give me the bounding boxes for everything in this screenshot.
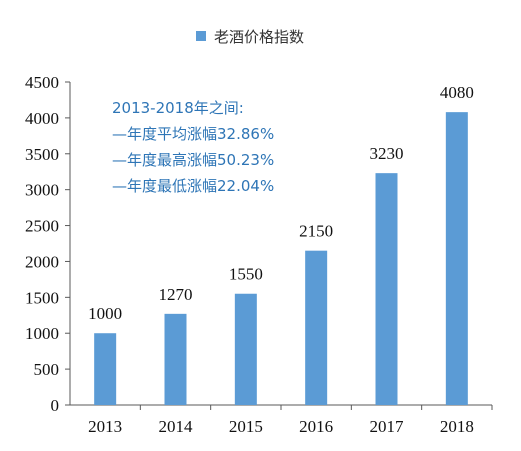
x-tick-label-2017: 2017 <box>370 417 405 436</box>
x-tick-label-2014: 2014 <box>159 417 194 436</box>
bar-2014 <box>164 313 187 405</box>
x-axis-ticks: 2013 2014 2015 2016 2017 2018 <box>88 405 493 436</box>
data-label-2013: 1000 <box>88 304 122 323</box>
bar-2013 <box>94 333 117 405</box>
data-label-2017: 3230 <box>370 144 404 163</box>
y-tick-label: 3500 <box>25 145 59 164</box>
y-tick-label: 4000 <box>25 109 59 128</box>
bar-2017 <box>375 173 398 405</box>
bar-2015 <box>234 293 257 405</box>
annotation-line: 2013-2018年之间: <box>112 99 244 117</box>
annotation-line: —年度最低涨幅22.04% <box>112 177 275 195</box>
chart-legend: 老酒价格指数 <box>196 26 304 46</box>
y-tick-label: 2500 <box>25 217 59 236</box>
data-label-2015: 1550 <box>229 265 263 284</box>
y-tick-label: 500 <box>34 360 60 379</box>
legend-swatch <box>196 31 206 41</box>
annotation-line: —年度平均涨幅32.86% <box>112 125 275 143</box>
y-tick-label: 3000 <box>25 181 59 200</box>
y-tick-label: 1000 <box>25 324 59 343</box>
y-axis-ticks: 0 500 1000 1500 2000 2500 3000 3500 4000 4500 <box>25 73 70 415</box>
x-tick-label-2016: 2016 <box>299 417 333 436</box>
x-tick-label-2013: 2013 <box>88 417 122 436</box>
chart-data-labels: 1000 1270 1550 2150 3230 4080 <box>88 83 474 323</box>
data-label-2014: 1270 <box>159 285 193 304</box>
bar-2016 <box>305 250 328 405</box>
data-label-2016: 2150 <box>299 222 333 241</box>
chart-bars <box>94 112 468 405</box>
x-tick-label-2018: 2018 <box>440 417 474 436</box>
legend-label: 老酒价格指数 <box>214 27 305 46</box>
y-tick-label: 4500 <box>25 73 59 92</box>
chart-annotation: 2013-2018年之间: —年度平均涨幅32.86% —年度最高涨幅50.23… <box>112 95 274 199</box>
y-tick-label: 2000 <box>25 252 59 271</box>
annotation-line: —年度最高涨幅50.23% <box>112 151 275 169</box>
data-label-2018: 4080 <box>440 83 474 102</box>
x-tick-label-2015: 2015 <box>229 417 263 436</box>
bar-2018 <box>445 112 468 405</box>
y-tick-label: 1500 <box>25 288 59 307</box>
y-tick-label: 0 <box>51 396 60 415</box>
